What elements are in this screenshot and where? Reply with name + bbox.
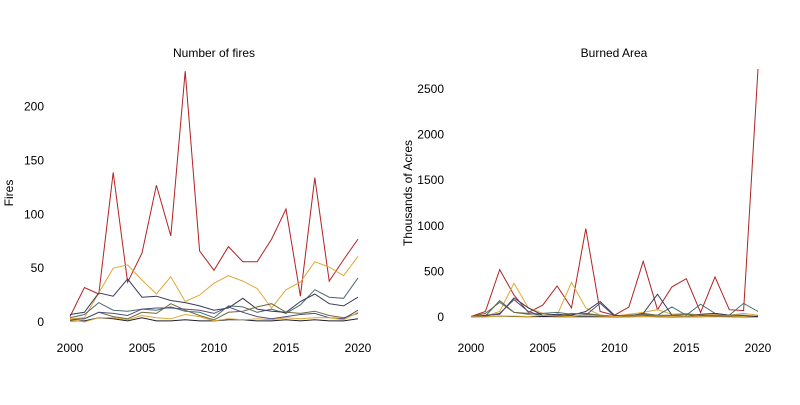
fires-series-lines [69, 71, 359, 323]
fires-series-line-6 [69, 306, 359, 321]
burned-area-x-ticks: 2000 2005 2010 2015 2020 [458, 341, 772, 355]
fires-x-tick-label: 2020 [345, 341, 372, 355]
burned-area-x-tick-label: 2015 [673, 341, 700, 355]
fires-x-tick-label: 2010 [201, 341, 228, 355]
fires-y-ticks: 0 50 100 150 200 [24, 100, 44, 329]
burned-area-panel: Burned Area Thousands of Acres 0 500 1000 1… [401, 46, 772, 355]
burned-area-y-tick-label: 2500 [417, 82, 444, 96]
fires-series-line-5 [69, 303, 359, 321]
burned-area-y-tick-label: 0 [437, 310, 444, 324]
burned-area-x-tick-label: 2000 [458, 341, 485, 355]
burned-area-y-tick-label: 1000 [417, 219, 444, 233]
burned-area-series-line-8 [470, 314, 759, 318]
fires-y-tick-label: 200 [24, 100, 44, 114]
burned-area-y-tick-label: 500 [424, 264, 444, 278]
burned-area-x-tick-label: 2010 [601, 341, 628, 355]
burned-area-y-tick-label: 2000 [417, 128, 444, 142]
burned-area-series-line-1 [470, 68, 759, 317]
burned-area-y-axis-label: Thousands of Acres [401, 140, 415, 246]
fires-x-tick-label: 2000 [57, 341, 84, 355]
burned-area-x-tick-label: 2005 [529, 341, 556, 355]
fires-series-line-3 [69, 277, 359, 319]
fires-y-tick-label: 50 [31, 261, 45, 275]
fires-chart-title: Number of fires [173, 46, 255, 60]
fires-series-line-1 [69, 71, 359, 317]
fires-y-tick-label: 100 [24, 207, 44, 221]
fires-x-tick-label: 2015 [273, 341, 300, 355]
burned-area-y-tick-label: 1500 [417, 173, 444, 187]
fires-series-line-4 [69, 278, 359, 315]
burned-area-series-lines [470, 68, 759, 318]
fires-y-tick-label: 0 [37, 315, 44, 329]
fires-y-axis-label: Fires [2, 180, 16, 207]
burned-area-chart-title: Burned Area [581, 46, 648, 60]
burned-area-series-line-4 [470, 293, 759, 318]
fires-series-line-2 [69, 256, 359, 320]
fires-x-ticks: 2000 2005 2010 2015 2020 [57, 341, 372, 355]
fires-x-tick-label: 2005 [129, 341, 156, 355]
fires-y-tick-label: 150 [24, 154, 44, 168]
burned-area-y-ticks: 0 500 1000 1500 2000 2500 [417, 82, 444, 324]
fires-series-line-8 [69, 311, 359, 323]
burned-area-x-tick-label: 2020 [745, 341, 772, 355]
